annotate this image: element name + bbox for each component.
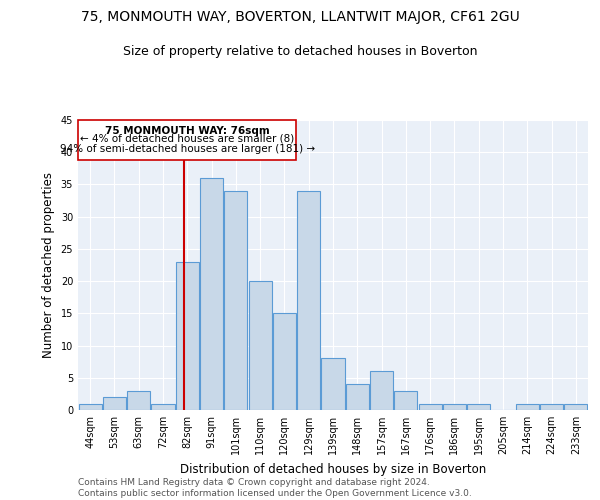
- Bar: [248, 281, 272, 410]
- Text: Size of property relative to detached houses in Boverton: Size of property relative to detached ho…: [123, 45, 477, 58]
- Text: ← 4% of detached houses are smaller (8): ← 4% of detached houses are smaller (8): [80, 134, 295, 143]
- Bar: [540, 404, 563, 410]
- Bar: [467, 404, 490, 410]
- Bar: [273, 314, 296, 410]
- Text: Contains HM Land Registry data © Crown copyright and database right 2024.
Contai: Contains HM Land Registry data © Crown c…: [78, 478, 472, 498]
- Bar: [224, 191, 247, 410]
- Bar: [103, 397, 126, 410]
- Bar: [346, 384, 369, 410]
- X-axis label: Distribution of detached houses by size in Boverton: Distribution of detached houses by size …: [180, 462, 486, 475]
- Bar: [443, 404, 466, 410]
- Bar: [516, 404, 539, 410]
- Text: 94% of semi-detached houses are larger (181) →: 94% of semi-detached houses are larger (…: [60, 144, 315, 154]
- Bar: [176, 262, 199, 410]
- Bar: [322, 358, 344, 410]
- Y-axis label: Number of detached properties: Number of detached properties: [42, 172, 55, 358]
- Bar: [370, 372, 393, 410]
- Bar: [127, 390, 150, 410]
- Text: 75, MONMOUTH WAY, BOVERTON, LLANTWIT MAJOR, CF61 2GU: 75, MONMOUTH WAY, BOVERTON, LLANTWIT MAJ…: [80, 10, 520, 24]
- Bar: [297, 191, 320, 410]
- Bar: [79, 404, 101, 410]
- Bar: [151, 404, 175, 410]
- Text: 75 MONMOUTH WAY: 76sqm: 75 MONMOUTH WAY: 76sqm: [105, 126, 269, 136]
- Bar: [200, 178, 223, 410]
- Bar: [394, 390, 418, 410]
- Bar: [419, 404, 442, 410]
- Bar: [565, 404, 587, 410]
- FancyBboxPatch shape: [79, 120, 296, 160]
